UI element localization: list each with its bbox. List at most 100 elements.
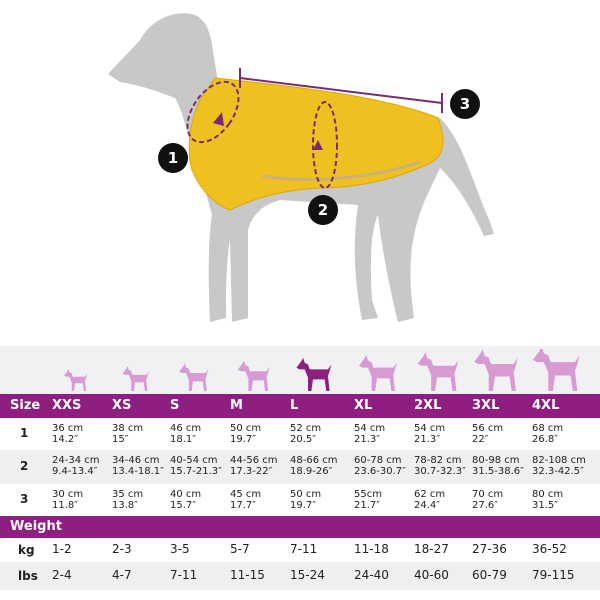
weight-value: 3-5 — [170, 542, 190, 556]
weight-value: 7-11 — [170, 568, 198, 582]
cm-value: 68 cm — [532, 423, 564, 434]
dog-icon — [179, 363, 209, 391]
weight-value: 24-40 — [354, 568, 389, 582]
weight-header-bg — [0, 516, 600, 538]
cm-value: 62 cm — [414, 489, 446, 500]
inch-value: 24.4″ — [414, 500, 441, 511]
inch-value: 13.4-18.1″ — [112, 466, 164, 477]
cm-value: 54 cm — [414, 423, 446, 434]
cm-value: 46 cm — [170, 423, 202, 434]
weight-value: 79-115 — [532, 568, 575, 582]
weight-value: 4-7 — [112, 568, 132, 582]
cm-value: 40 cm — [170, 489, 202, 500]
cm-value: 35 cm — [112, 489, 144, 500]
row-label: 3 — [20, 492, 29, 506]
row-bg — [0, 538, 600, 562]
inch-value: 20.5″ — [290, 434, 317, 445]
arrow-head — [213, 112, 224, 126]
dog-illustration: 1 2 3 — [108, 13, 494, 323]
cm-value: 80-98 cm — [472, 455, 520, 466]
weight-value: 11-18 — [354, 542, 389, 556]
size-header: XXS — [52, 398, 82, 413]
dog-coat — [188, 77, 444, 211]
marker-circle — [158, 143, 188, 173]
cm-value: 40-54 cm — [170, 455, 218, 466]
weight-value: 1-2 — [52, 542, 72, 556]
inch-value: 23.6-30.7″ — [354, 466, 406, 477]
row-bg — [0, 562, 600, 590]
size-header-label: Size — [10, 398, 41, 413]
marker: 1 — [168, 149, 178, 167]
row-bg — [0, 418, 600, 450]
cm-value: 80 cm — [532, 489, 564, 500]
dog-icon — [532, 349, 580, 392]
weight-value: 27-36 — [472, 542, 507, 556]
inch-value: 15″ — [112, 434, 129, 445]
inch-value: 9.4-13.4″ — [52, 466, 98, 477]
size-header: L — [290, 398, 299, 413]
cm-value: 82-108 cm — [532, 455, 586, 466]
dog-icon — [237, 360, 270, 391]
row-label: 2 — [20, 459, 29, 473]
marker: 2 — [318, 201, 328, 219]
row-label: 1 — [20, 426, 29, 440]
dog-icon — [417, 352, 459, 391]
inch-value: 19.7″ — [290, 500, 317, 511]
size-header: 4XL — [532, 398, 560, 413]
size-header: XL — [354, 398, 373, 413]
inch-value: 15.7″ — [170, 500, 197, 511]
inch-value: 21.7″ — [354, 500, 381, 511]
inch-value: 22″ — [472, 434, 489, 445]
weight-value: 60-79 — [472, 568, 507, 582]
cm-value: 24-34 cm — [52, 455, 100, 466]
marker-circle — [308, 195, 338, 225]
weight-value: 2-4 — [52, 568, 72, 582]
size-header: XS — [112, 398, 132, 413]
weight-value: 11-15 — [230, 568, 265, 582]
inch-value: 17.3-22″ — [230, 466, 273, 477]
weight-value: 18-27 — [414, 542, 449, 556]
cm-value: 54 cm — [354, 423, 386, 434]
cm-value: 36 cm — [52, 423, 84, 434]
dog-icon — [64, 369, 88, 391]
size-header: M — [230, 398, 243, 413]
row-label: lbs — [18, 569, 38, 583]
cm-value: 48-66 cm — [290, 455, 338, 466]
cm-value: 50 cm — [230, 423, 262, 434]
row-bg — [0, 484, 600, 516]
size-header: 3XL — [472, 398, 500, 413]
cm-value: 38 cm — [112, 423, 144, 434]
marker-circle — [450, 89, 480, 119]
inch-value: 32.3-42.5″ — [532, 466, 584, 477]
cm-value: 70 cm — [472, 489, 504, 500]
weight-value: 36-52 — [532, 542, 567, 556]
size-header-bg — [0, 394, 600, 418]
weight-value: 5-7 — [230, 542, 250, 556]
cm-value: 52 cm — [290, 423, 322, 434]
cm-value: 44-56 cm — [230, 455, 278, 466]
dog-icon — [122, 366, 149, 391]
cm-value: 55cm — [354, 489, 382, 500]
marker: 3 — [460, 95, 470, 113]
weight-value: 40-60 — [414, 568, 449, 582]
dog-icon — [474, 349, 518, 391]
cm-value: 50 cm — [290, 489, 322, 500]
row-label: kg — [18, 543, 35, 557]
cm-value: 78-82 cm — [414, 455, 462, 466]
inch-value: 13.8″ — [112, 500, 139, 511]
cm-value: 56 cm — [472, 423, 504, 434]
cm-value: 30 cm — [52, 489, 84, 500]
inch-value: 11.8″ — [52, 500, 79, 511]
size-header: 2XL — [414, 398, 442, 413]
dog-icon — [359, 355, 397, 391]
cm-value: 45 cm — [230, 489, 262, 500]
row-bg — [0, 450, 600, 484]
inch-value: 18.9-26″ — [290, 466, 333, 477]
inch-value: 27.6″ — [472, 500, 499, 511]
weight-value: 7-11 — [290, 542, 318, 556]
inch-value: 19.7″ — [230, 434, 257, 445]
dog-icon — [296, 357, 332, 391]
inch-value: 17.7″ — [230, 500, 257, 511]
length-measure — [239, 77, 443, 104]
